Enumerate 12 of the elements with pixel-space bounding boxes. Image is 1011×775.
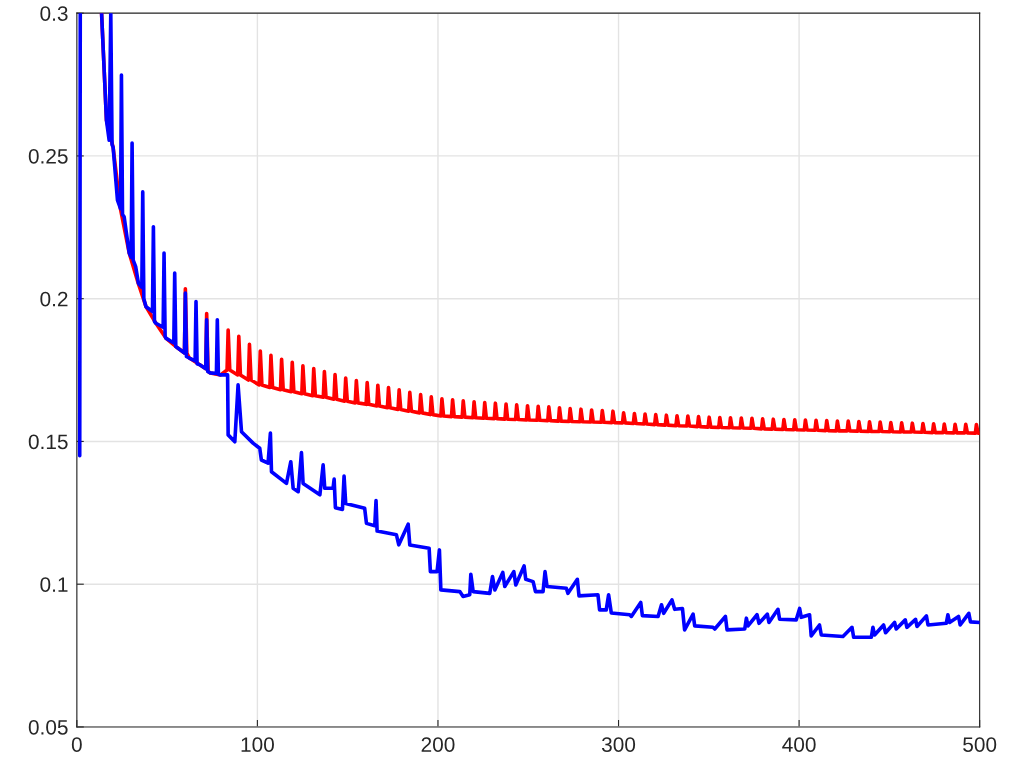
x-tick-label: 100: [241, 737, 274, 752]
y-tick-label: 0.15: [28, 434, 68, 450]
x-tick-label: 300: [601, 737, 636, 752]
x-tick-label: 0: [71, 737, 82, 752]
x-tick-label: 400: [782, 737, 816, 752]
y-tick-label: 0.1: [40, 577, 68, 592]
y-tick-label: 0.25: [28, 148, 68, 164]
x-tick-label: 500: [963, 737, 997, 752]
y-tick-label: 0.05: [28, 719, 68, 735]
y-tick-label: 0.2: [40, 291, 68, 307]
y-tick-label: 0.3: [40, 6, 68, 21]
x-tick-label: 200: [421, 737, 455, 752]
